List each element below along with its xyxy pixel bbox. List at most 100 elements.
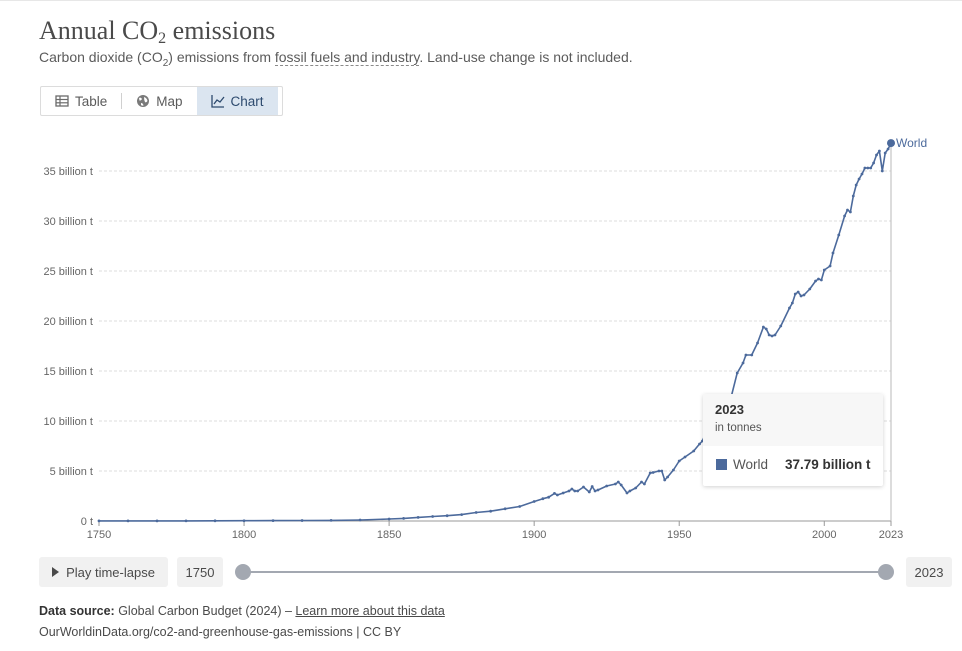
y-tick-label: 5 billion t (50, 466, 93, 478)
data-point (846, 208, 849, 212)
data-point (744, 353, 748, 357)
data-point (756, 341, 759, 345)
data-point (593, 489, 597, 493)
data-point (402, 517, 406, 520)
tab-divider (121, 93, 123, 109)
end-year-box[interactable]: 2023 (906, 557, 952, 587)
tab-table-label: Table (75, 93, 108, 109)
tab-chart[interactable]: Chart (196, 87, 278, 115)
fossil-fuels-link[interactable]: fossil fuels and industry (274, 49, 420, 66)
data-point (634, 486, 638, 490)
x-tick-label: 1900 (522, 529, 546, 541)
data-point (570, 487, 574, 491)
data-point (213, 519, 217, 523)
table-icon (55, 94, 69, 108)
data-point (866, 166, 870, 170)
tab-table[interactable]: Table (41, 87, 121, 115)
data-point (843, 214, 846, 218)
data-point (822, 268, 826, 272)
tooltip-value: 37.79 billion t (785, 457, 871, 472)
page-subtitle: Carbon dioxide (CO2) emissions from foss… (39, 49, 633, 69)
data-point (518, 505, 522, 508)
data-point (788, 306, 791, 310)
data-point (582, 485, 585, 489)
y-tick-label: 10 billion t (43, 416, 93, 428)
data-point (779, 324, 783, 328)
data-point (683, 455, 687, 459)
data-point (628, 489, 632, 493)
data-point (790, 301, 794, 305)
data-point (358, 518, 362, 522)
y-axis: 0 t 5 billion t 10 billion t 15 billion t 20… (43, 166, 93, 528)
x-axis: 1750 1800 1850 1900 1950 2000 2023 (87, 520, 903, 541)
line-chart-icon (210, 94, 225, 108)
play-timelapse-button[interactable]: Play time-lapse (39, 557, 168, 587)
data-point (587, 490, 591, 494)
data-point (431, 515, 435, 518)
learn-more-link[interactable]: Learn more about this data (295, 604, 445, 618)
tab-map[interactable]: Map (122, 87, 196, 115)
data-point (793, 292, 797, 296)
data-point (692, 449, 696, 453)
data-point (532, 500, 536, 503)
series-line-world (99, 142, 892, 522)
source-url: OurWorldinData.org/co2-and-greenhouse-ga… (39, 625, 402, 639)
data-point (651, 471, 655, 474)
y-tick-label: 20 billion t (43, 316, 93, 328)
data-point (619, 483, 623, 487)
data-point (184, 519, 188, 523)
x-tick-label: 1750 (87, 529, 111, 541)
data-point (814, 279, 817, 283)
data-point (126, 519, 130, 523)
data-point (242, 519, 246, 523)
data-point (613, 482, 617, 486)
data-point (561, 491, 565, 495)
tab-chart-label: Chart (230, 93, 264, 109)
data-point (877, 149, 881, 153)
data-point (590, 485, 594, 488)
data-point (329, 518, 333, 522)
data-point (872, 161, 875, 165)
top-border (0, 0, 962, 1)
y-tick-label: 35 billion t (43, 166, 93, 178)
data-point (155, 519, 159, 523)
data-point (657, 469, 661, 473)
x-tick-label: 2000 (812, 529, 836, 541)
tab-map-label: Map (156, 93, 183, 109)
y-tick-label: 0 t (81, 516, 93, 528)
data-point (660, 469, 664, 473)
series-endpoint[interactable] (887, 139, 895, 148)
timeline-end-handle[interactable] (878, 564, 894, 580)
tooltip-unit: in tonnes (715, 422, 762, 434)
data-point (489, 509, 493, 513)
data-point (883, 151, 887, 155)
data-point (808, 287, 812, 291)
play-timelapse-label: Play time-lapse (66, 564, 155, 580)
data-point (567, 489, 571, 493)
data-point (851, 194, 855, 198)
play-icon (52, 567, 60, 577)
timeline-slider-track[interactable] (243, 571, 886, 573)
data-point (750, 353, 754, 357)
data-point (300, 519, 304, 522)
data-point (616, 480, 620, 484)
data-point (848, 210, 852, 214)
data-point (97, 519, 101, 523)
data-point (817, 277, 820, 281)
chart-tooltip: 2023 in tonnes World 37.79 billion t (703, 394, 883, 486)
timeline-start-handle[interactable] (235, 564, 251, 580)
data-point (886, 147, 890, 151)
data-point (605, 484, 609, 488)
data-point (880, 169, 884, 173)
data-point (796, 290, 800, 294)
data-point (576, 489, 580, 493)
start-year-box[interactable]: 1750 (177, 557, 223, 587)
chart-series: World (97, 136, 927, 523)
data-point (503, 507, 507, 511)
data-point (770, 334, 774, 338)
data-point (643, 482, 646, 486)
series-label-world[interactable]: World (896, 136, 927, 150)
data-point (735, 371, 739, 375)
data-point (416, 516, 420, 519)
tooltip-series-name: World (733, 457, 769, 472)
